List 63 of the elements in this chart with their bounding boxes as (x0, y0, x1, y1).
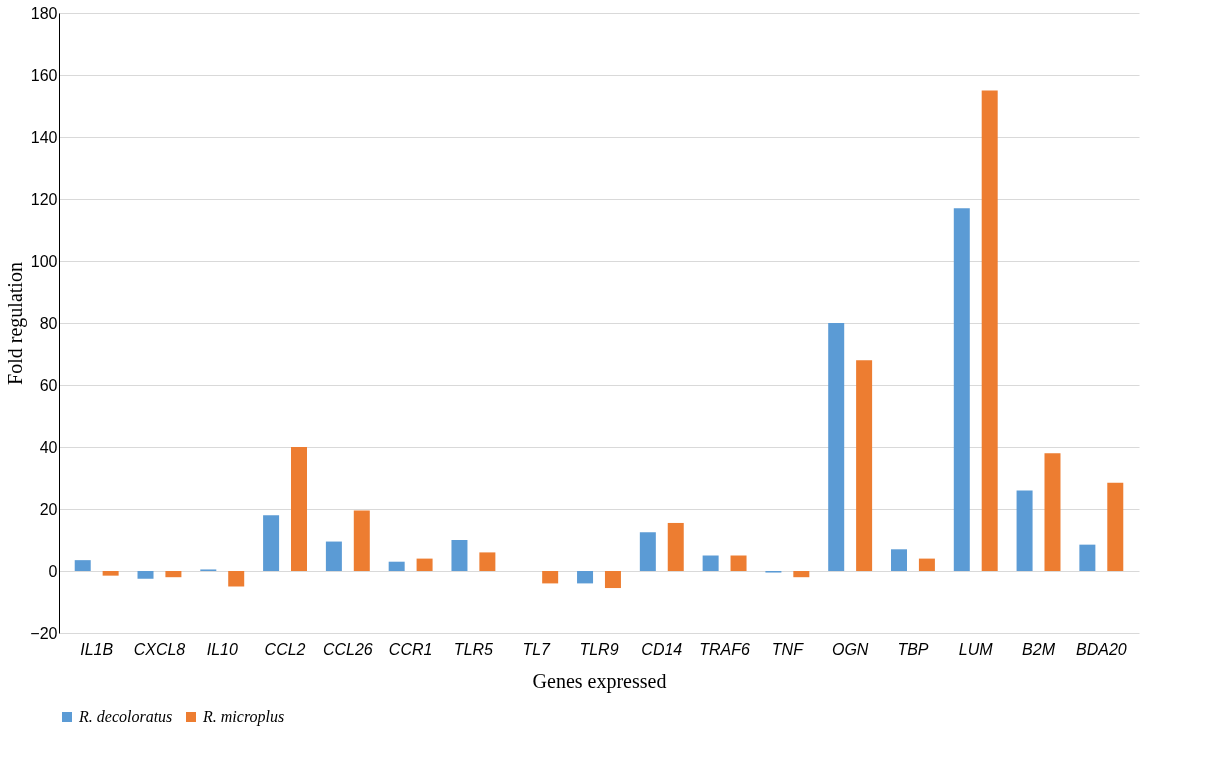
bar (1016, 490, 1033, 571)
bar (325, 541, 342, 571)
bar (667, 522, 684, 571)
bar (577, 571, 594, 584)
bar (479, 552, 496, 571)
bar (451, 540, 468, 571)
x-tick-label: CD14 (641, 640, 683, 658)
bar (353, 510, 370, 571)
y-tick-label: 160 (30, 66, 58, 84)
bar (102, 571, 119, 576)
y-axis-title: Fold regulation (4, 262, 28, 385)
x-tick-label: CCR1 (388, 640, 433, 658)
y-tick-label: 100 (30, 252, 58, 270)
bar (891, 549, 907, 571)
bar (137, 571, 154, 579)
bar (416, 558, 433, 571)
bar (702, 555, 719, 571)
bar (291, 447, 307, 571)
x-tick-label: TLR5 (453, 640, 494, 658)
y-tick-label: 140 (30, 128, 58, 146)
x-tick-label: LUM (958, 640, 994, 658)
y-tick-label: −20 (30, 624, 58, 642)
bar (228, 571, 245, 587)
bar (981, 90, 998, 571)
x-tick-label: OGN (831, 640, 869, 658)
bar (918, 558, 935, 571)
bar (1044, 453, 1061, 571)
y-tick-label: 80 (39, 314, 58, 332)
bar (388, 561, 405, 571)
legend-label: R. decoloratus (78, 708, 173, 725)
bar (953, 208, 970, 571)
bar (828, 323, 845, 571)
y-tick-label: 60 (39, 376, 58, 394)
bar (165, 571, 182, 578)
y-tick-label: 40 (39, 438, 58, 456)
x-tick-label: B2M (1022, 640, 1056, 658)
bar (793, 571, 810, 578)
x-tick-label: BDA20 (1075, 640, 1127, 658)
y-tick-label: 20 (39, 500, 58, 518)
bar (74, 560, 91, 571)
y-tick-label: 120 (30, 190, 58, 208)
y-tick-label: 180 (30, 4, 58, 22)
x-tick-label: IL10 (206, 640, 238, 658)
legend-label: R. microplus (202, 708, 285, 726)
bar (1107, 482, 1124, 571)
bar (542, 571, 559, 584)
y-tick-label: 0 (48, 562, 58, 580)
x-tick-label: CCL2 (264, 640, 306, 658)
bar (604, 571, 621, 589)
bar (639, 532, 656, 571)
x-tick-label: TL7 (522, 640, 552, 658)
x-tick-label: CCL26 (322, 640, 373, 658)
x-tick-label: CXCL8 (133, 640, 186, 658)
x-tick-label: TLR9 (579, 640, 619, 658)
bar (263, 515, 280, 571)
x-tick-label: IL1B (80, 640, 114, 658)
bar (856, 360, 873, 571)
x-tick-label: TNF (771, 640, 805, 658)
bar (1079, 544, 1096, 571)
bar (730, 555, 747, 571)
x-tick-label: TBP (897, 640, 929, 658)
x-tick-label: TRAF6 (699, 640, 751, 658)
x-axis-title: Genes expressed (532, 669, 667, 693)
